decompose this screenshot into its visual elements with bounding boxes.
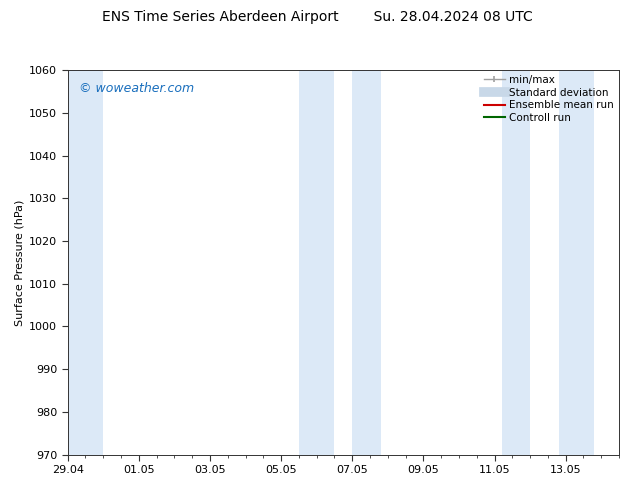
Bar bbox=[559, 70, 594, 455]
Y-axis label: Surface Pressure (hPa): Surface Pressure (hPa) bbox=[15, 199, 25, 325]
Bar bbox=[68, 70, 103, 455]
Text: ENS Time Series Aberdeen Airport        Su. 28.04.2024 08 UTC: ENS Time Series Aberdeen Airport Su. 28.… bbox=[101, 10, 533, 24]
Legend: min/max, Standard deviation, Ensemble mean run, Controll run: min/max, Standard deviation, Ensemble me… bbox=[482, 73, 616, 125]
Text: © woweather.com: © woweather.com bbox=[79, 82, 194, 95]
Bar bbox=[353, 70, 380, 455]
Bar bbox=[501, 70, 530, 455]
Bar bbox=[299, 70, 335, 455]
